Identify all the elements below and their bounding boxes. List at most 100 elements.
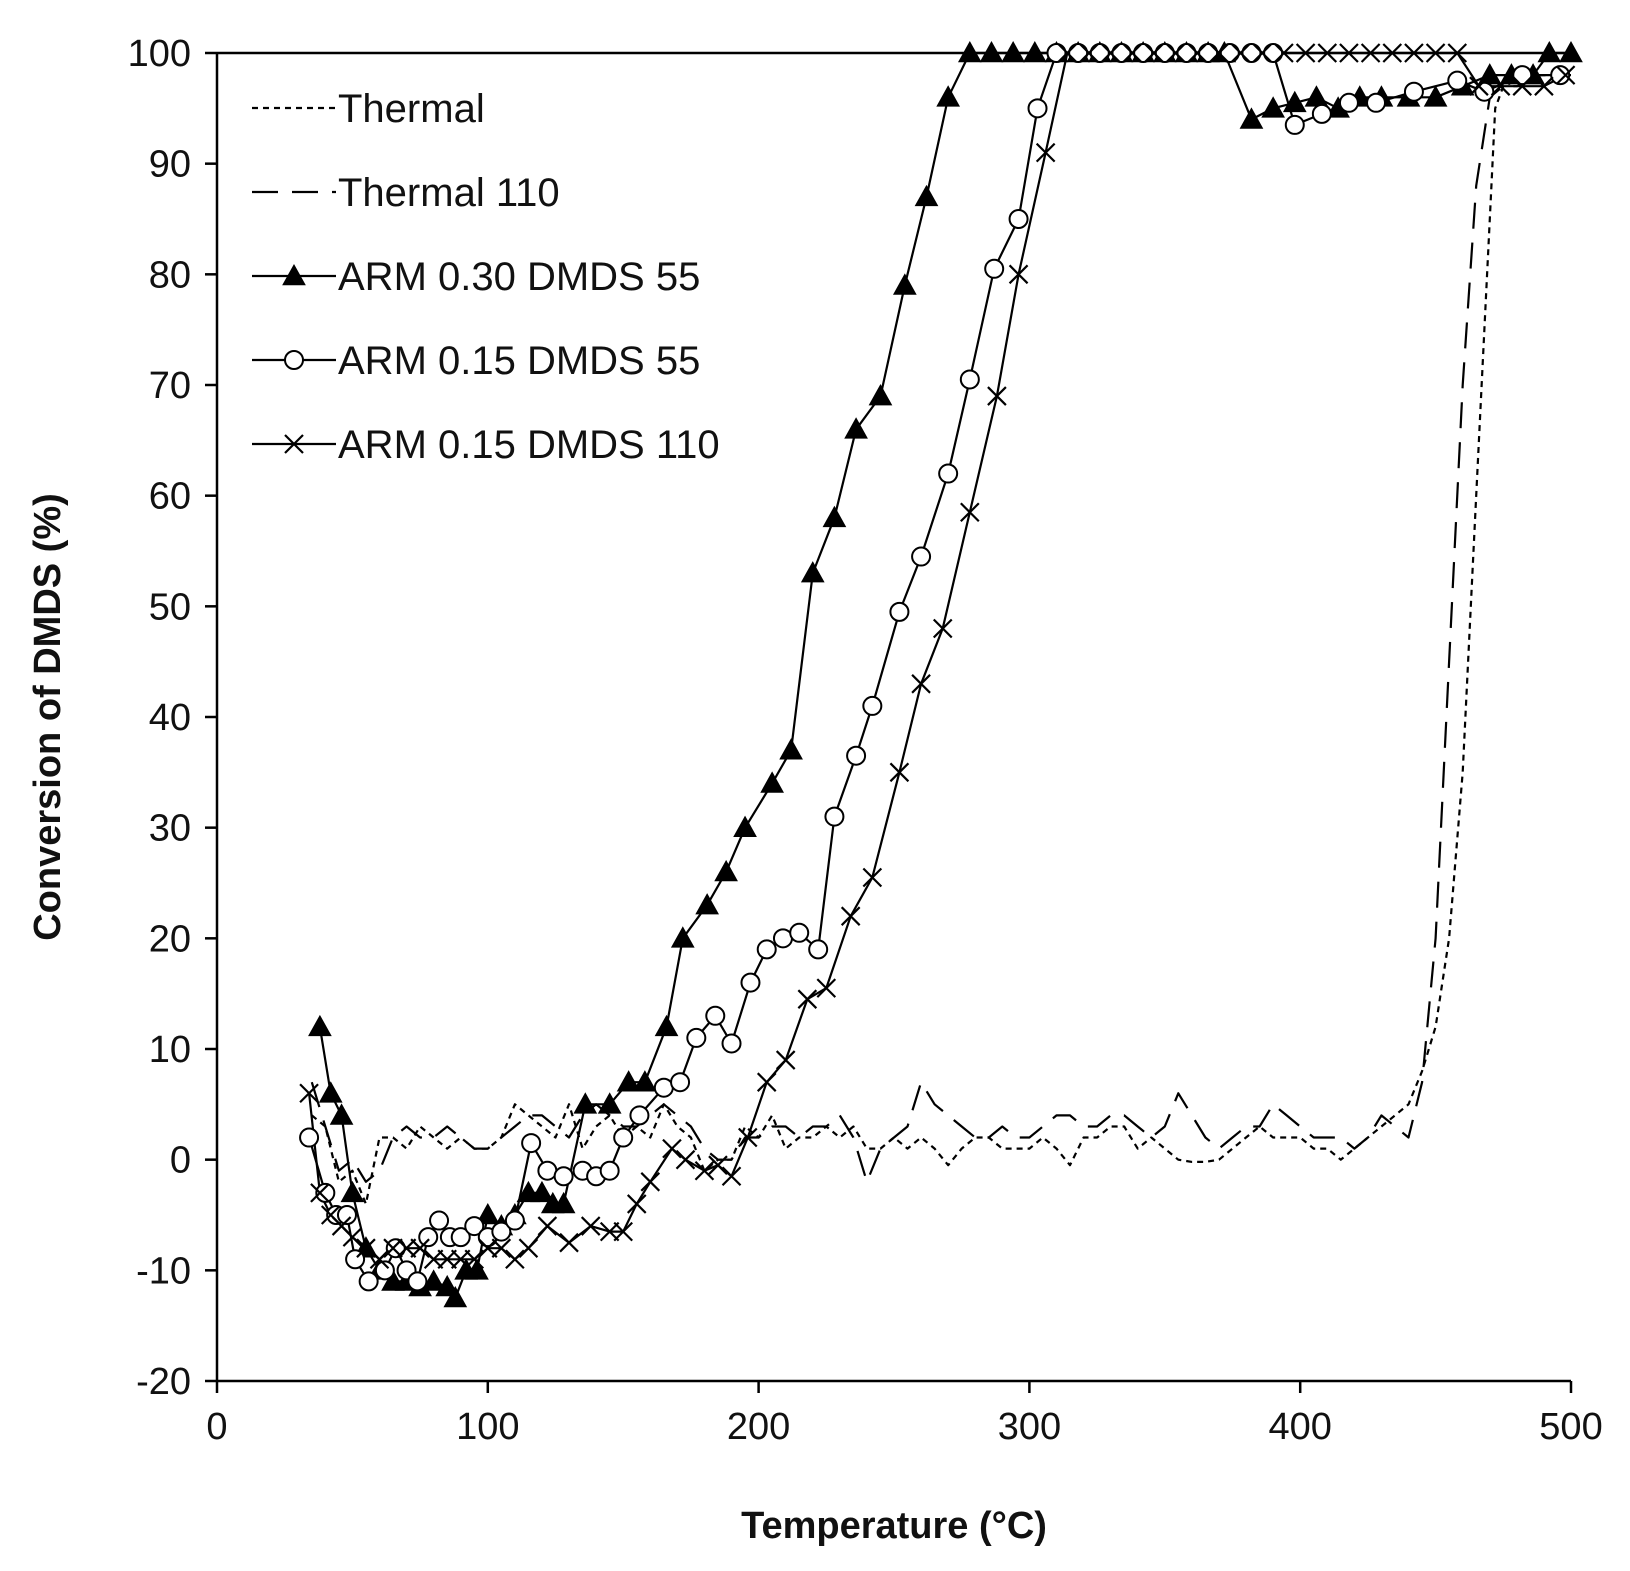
data-point-arm-0-30-dmds-55: [597, 1092, 622, 1114]
series-line-thermal: [311, 74, 1571, 1205]
legend-swatch-arm-015-dmds-110: [252, 434, 336, 454]
data-point-arm-0-15-dmds-110: [518, 1238, 539, 1258]
data-point-arm-0-15-dmds-55: [1219, 43, 1240, 63]
data-point-arm-0-15-dmds-110: [626, 1194, 647, 1214]
legend-swatch-arm-015-dmds-55: [252, 350, 336, 370]
data-point-arm-0-15-dmds-110: [816, 978, 837, 998]
data-point-arm-0-15-dmds-110: [1252, 43, 1273, 63]
data-point-arm-0-15-dmds-55: [1133, 43, 1154, 63]
legend-item-thermal: Thermal: [252, 87, 485, 131]
data-point-arm-0-15-dmds-110: [464, 1249, 485, 1270]
axes: [215, 51, 1571, 1383]
data-point-arm-0-15-dmds-55: [984, 258, 1005, 279]
data-point-arm-0-15-dmds-55: [418, 1227, 439, 1248]
data-point-arm-0-15-dmds-55: [911, 546, 932, 567]
data-point-arm-0-15-dmds-55: [756, 939, 777, 960]
data-point-arm-0-15-dmds-110: [797, 989, 818, 1009]
data-point-arm-0-15-dmds-55: [686, 1027, 707, 1048]
data-point-arm-0-15-dmds-55: [1366, 92, 1387, 113]
data-point-arm-0-15-dmds-110: [775, 1050, 796, 1070]
data-point-arm-0-30-dmds-55: [443, 1285, 468, 1308]
y-tick-label: -20: [136, 1361, 191, 1403]
data-point-arm-0-15-dmds-110: [911, 674, 931, 694]
data-point-arm-0-15-dmds-110: [537, 1216, 558, 1236]
data-point-arm-0-15-dmds-55: [846, 745, 867, 766]
legend-label-arm-015-dmds-55: ARM 0.15 DMDS 55: [338, 339, 700, 383]
data-point-arm-0-15-dmds-55: [1198, 43, 1219, 63]
data-point-arm-0-30-dmds-55: [551, 1191, 576, 1214]
series-points-arm-0-15-dmds-110: [299, 43, 1576, 1270]
x-tick-label: 100: [456, 1406, 519, 1448]
data-point-arm-0-30-dmds-55: [760, 771, 784, 793]
data-point-arm-0-15-dmds-55: [938, 463, 959, 484]
data-point-arm-0-15-dmds-110: [840, 906, 861, 926]
data-point-arm-0-15-dmds-110: [889, 762, 910, 783]
data-point-arm-0-15-dmds-110: [708, 1155, 728, 1175]
ticks: 0 100 200 300 400 500 -20 -10 0 10 20 30 40 50 60 70 80 9…: [128, 33, 1603, 1448]
data-point-arm-0-15-dmds-110: [1447, 43, 1468, 63]
y-tick-label: 90: [149, 144, 191, 186]
data-point-arm-0-30-dmds-55: [340, 1180, 365, 1203]
data-point-arm-0-15-dmds-110: [1534, 76, 1554, 96]
data-point-arm-0-30-dmds-55: [465, 1258, 489, 1280]
data-point-arm-0-15-dmds-110: [862, 867, 883, 888]
data-point-arm-0-15-dmds-110: [1404, 43, 1424, 63]
data-point-arm-0-15-dmds-55: [521, 1133, 542, 1154]
data-point-arm-0-15-dmds-110: [1100, 43, 1121, 63]
data-point-arm-0-30-dmds-55: [1022, 40, 1047, 63]
data-point-arm-0-15-dmds-110: [662, 1138, 682, 1159]
data-point-arm-0-15-dmds-110: [737, 1127, 758, 1148]
data-point-arm-0-15-dmds-110: [559, 1232, 579, 1253]
data-point-arm-0-15-dmds-110: [1317, 43, 1338, 63]
legend-label-thermal: Thermal: [338, 87, 485, 131]
data-point-arm-0-15-dmds-110: [1057, 43, 1078, 63]
y-tick-label: 50: [149, 586, 191, 628]
data-point-arm-0-15-dmds-110: [580, 1216, 601, 1236]
data-point-arm-0-15-dmds-110: [1360, 43, 1381, 63]
data-point-arm-0-15-dmds-55: [315, 1182, 336, 1203]
data-point-arm-0-15-dmds-110: [369, 1249, 390, 1270]
data-point-arm-0-15-dmds-110: [1490, 76, 1511, 96]
data-point-arm-0-30-dmds-55: [421, 1269, 446, 1291]
data-point-arm-0-15-dmds-110: [987, 386, 1007, 406]
data-point-arm-0-15-dmds-110: [1295, 43, 1316, 63]
data-point-arm-0-15-dmds-55: [599, 1160, 620, 1181]
data-point-arm-0-30-dmds-55: [1261, 96, 1285, 118]
data-point-arm-0-15-dmds-110: [1339, 43, 1359, 63]
series-line-arm-0-15-dmds-110: [308, 51, 1567, 1261]
data-point-arm-0-15-dmds-55: [1284, 114, 1305, 135]
series-lines: [308, 51, 1571, 1300]
legend-item-thermal-110: Thermal 110: [252, 171, 560, 215]
data-point-arm-0-15-dmds-55: [721, 1033, 742, 1054]
data-point-arm-0-15-dmds-55: [670, 1072, 691, 1093]
data-point-arm-0-15-dmds-110: [1165, 43, 1186, 63]
data-point-arm-0-15-dmds-110: [356, 1238, 376, 1258]
y-tick-label: 70: [149, 365, 191, 407]
data-point-arm-0-15-dmds-110: [491, 1238, 512, 1258]
data-point-arm-0-15-dmds-55: [1512, 65, 1533, 86]
data-point-arm-0-15-dmds-55: [1550, 65, 1571, 86]
data-point-arm-0-30-dmds-55: [957, 40, 982, 63]
data-point-arm-0-30-dmds-55: [914, 184, 939, 207]
data-point-arm-0-15-dmds-110: [721, 1166, 742, 1187]
data-point-arm-0-15-dmds-110: [1144, 43, 1164, 63]
data-point-arm-0-15-dmds-55: [959, 369, 980, 390]
data-point-arm-0-15-dmds-55: [374, 1260, 395, 1281]
data-point-arm-0-15-dmds-55: [1403, 81, 1424, 102]
data-point-arm-0-15-dmds-55: [808, 939, 829, 960]
series-points-arm-0-30-dmds-55: [308, 40, 1583, 1308]
data-point-arm-0-15-dmds-55: [1154, 43, 1175, 63]
data-point-arm-0-15-dmds-110: [1187, 43, 1208, 63]
x-tick-label: 200: [727, 1406, 790, 1448]
data-point-arm-0-15-dmds-110: [299, 1083, 319, 1104]
data-point-arm-0-15-dmds-55: [1027, 98, 1048, 119]
data-point-arm-0-30-dmds-55: [1559, 40, 1583, 63]
data-point-arm-0-15-dmds-110: [342, 1227, 363, 1247]
data-point-arm-0-15-dmds-110: [1274, 43, 1294, 63]
data-point-arm-0-15-dmds-110: [1555, 65, 1576, 85]
data-point-arm-0-15-dmds-55: [553, 1166, 574, 1187]
y-tick-label: 20: [149, 918, 191, 960]
data-point-arm-0-15-dmds-55: [429, 1210, 450, 1231]
data-point-arm-0-15-dmds-55: [1089, 43, 1110, 63]
